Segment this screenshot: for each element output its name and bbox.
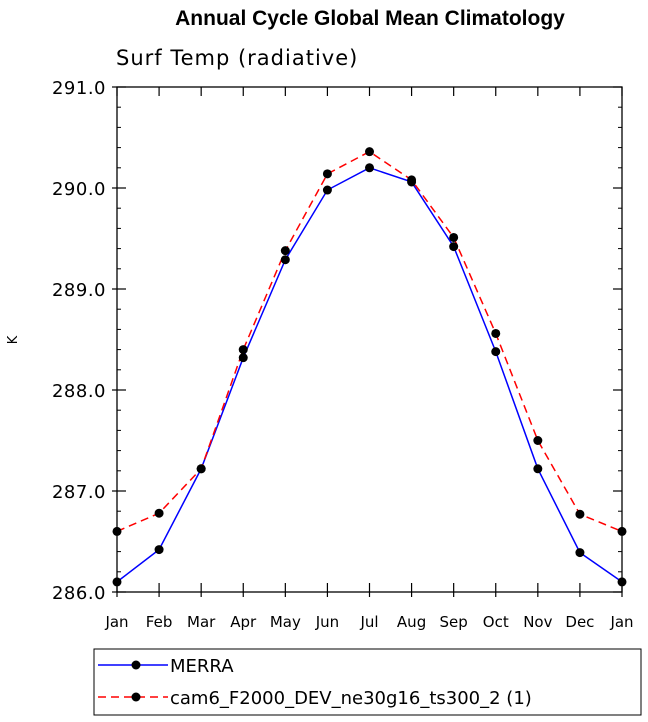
data-point-series-0	[112, 577, 122, 587]
data-point-series-1	[238, 345, 248, 355]
legend-box	[93, 648, 642, 716]
x-tick-label: Oct	[483, 613, 509, 631]
series-line-0	[116, 166, 623, 583]
series-lines	[116, 150, 623, 583]
x-tick-label: Mar	[187, 613, 216, 631]
data-point-series-0	[449, 242, 459, 252]
chart-subtitle: Surf Temp (radiative)	[116, 46, 358, 70]
series-line-1	[116, 150, 623, 533]
y-tick-label: 291.0	[52, 78, 106, 99]
x-tick-label: Nov	[523, 613, 552, 631]
data-point-series-1	[322, 169, 332, 179]
plot-frame	[116, 86, 623, 593]
legend-label-merra: MERRA	[170, 656, 234, 677]
series-markers	[112, 147, 627, 587]
legend-marker-merra	[131, 660, 141, 670]
chart-title: Annual Cycle Global Mean Climatology	[175, 7, 565, 30]
x-tick-label: Apr	[230, 613, 257, 631]
data-point-series-0	[533, 464, 543, 474]
y-tick-label: 290.0	[52, 179, 106, 200]
axis-ticks	[112, 86, 623, 597]
legend: MERRA cam6_F2000_DEV_ne30g16_ts300_2 (1)	[93, 648, 642, 716]
data-point-series-0	[575, 548, 585, 558]
x-tick-label: Aug	[397, 613, 426, 631]
x-tick-label: Jan	[609, 613, 633, 631]
y-tick-label: 286.0	[52, 583, 106, 604]
x-tick-labels: Jan Feb Mar Apr May Jun Jul Aug Sep Oct Nov Dec Jan	[104, 613, 633, 631]
data-point-series-1	[280, 246, 290, 256]
y-tick-labels: 286.0 287.0 288.0 289.0 290.0 291.0	[52, 78, 106, 604]
data-point-series-1	[449, 232, 459, 242]
data-point-series-1	[407, 175, 417, 185]
x-tick-label: Jan	[104, 613, 128, 631]
x-tick-label: Sep	[440, 613, 468, 631]
x-tick-label: Jul	[359, 613, 378, 631]
x-tick-label: Feb	[146, 613, 173, 631]
data-point-series-0	[322, 185, 332, 195]
x-tick-label: Dec	[565, 613, 594, 631]
data-point-series-0	[154, 545, 164, 555]
data-point-series-1	[112, 526, 122, 536]
data-point-series-1	[196, 464, 206, 474]
x-tick-label: May	[270, 613, 301, 631]
data-point-series-0	[617, 577, 627, 587]
data-point-series-1	[491, 328, 501, 338]
legend-label-cam6: cam6_F2000_DEV_ne30g16_ts300_2 (1)	[170, 688, 532, 709]
data-point-series-0	[491, 347, 501, 357]
x-tick-label: Jun	[315, 613, 339, 631]
data-point-series-0	[238, 353, 248, 363]
data-point-series-0	[280, 255, 290, 265]
legend-marker-cam6	[131, 692, 141, 702]
data-point-series-1	[617, 526, 627, 536]
y-axis-label: K	[6, 335, 21, 344]
data-point-series-1	[575, 509, 585, 519]
data-point-series-1	[533, 436, 543, 445]
y-tick-label: 289.0	[52, 280, 106, 301]
data-point-series-1	[365, 147, 374, 157]
data-point-series-0	[365, 163, 374, 173]
y-tick-label: 288.0	[52, 381, 106, 402]
y-tick-label: 287.0	[52, 482, 106, 503]
data-point-series-1	[154, 508, 164, 518]
